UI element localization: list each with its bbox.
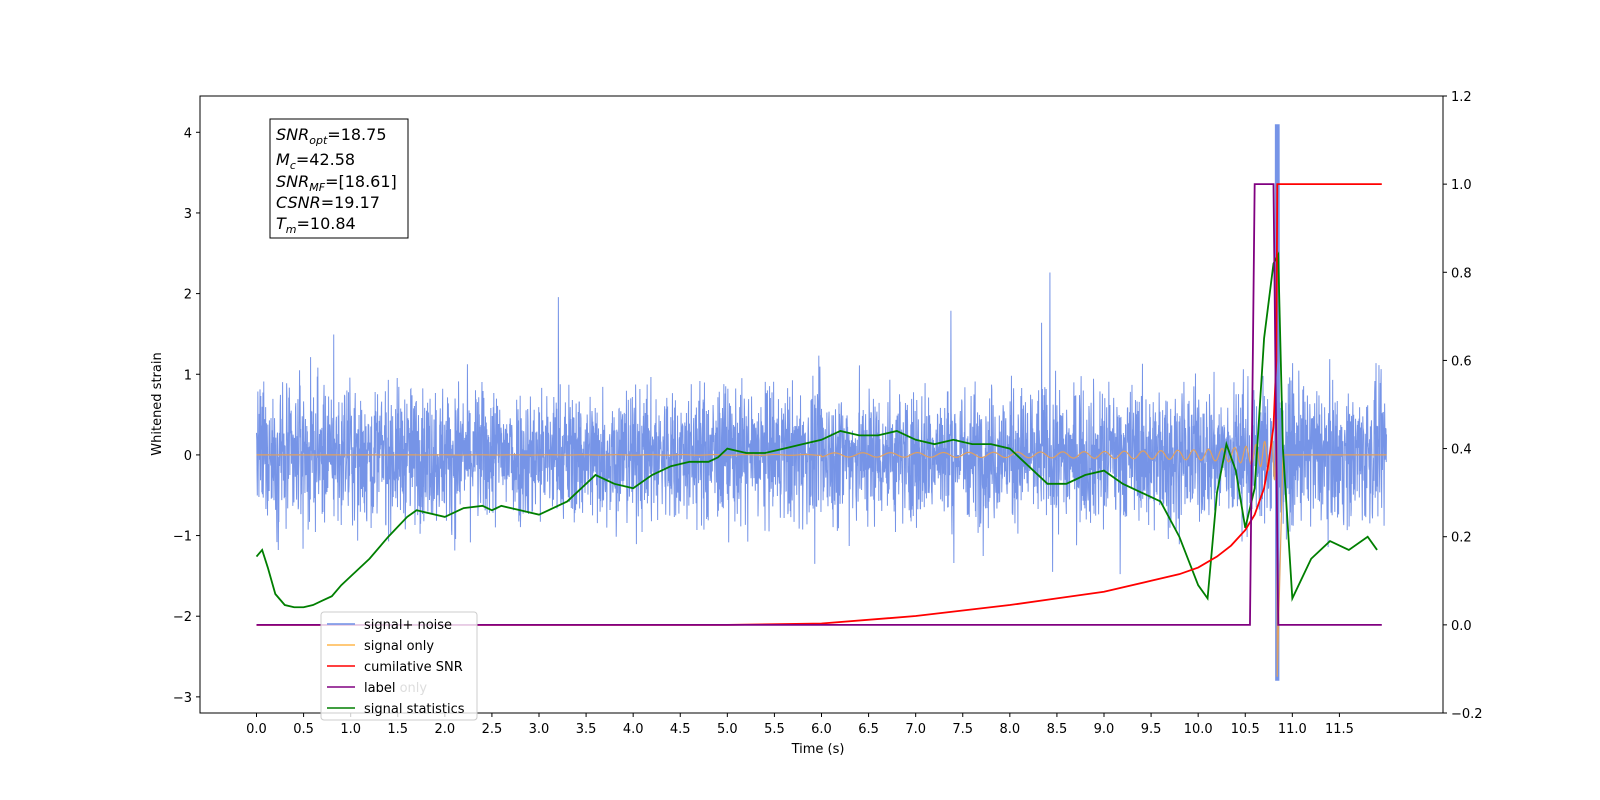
x-tick-label: 6.0 [811, 722, 832, 737]
legend-label-cumulative-snr: cumilative SNR [364, 660, 463, 675]
legend-label-signal-noise: signal+ noise [364, 618, 452, 633]
x-tick-label: 1.0 [340, 722, 361, 737]
y-tick-label: 3 [184, 207, 192, 222]
annotation-csnr: CSNR=19.17 [276, 193, 380, 212]
x-tick-label: 4.0 [623, 722, 644, 737]
y2-tick-label: 1.0 [1451, 178, 1472, 193]
y2-axis-ticks: −0.2 0.0 0.2 0.4 0.6 0.8 1.0 1.2 [1443, 90, 1483, 722]
x-tick-label: 10.5 [1231, 722, 1260, 737]
x-tick-label: 3.5 [576, 722, 597, 737]
signal-noise-line [256, 124, 1387, 681]
signal-statistics-line [255, 251, 1378, 609]
legend-label-hidden-label-only: label only [364, 681, 427, 696]
y-axis-label: Whitened strain [150, 352, 165, 455]
x-tick-label: 1.5 [387, 722, 408, 737]
x-tick-label: 8.5 [1047, 722, 1068, 737]
x-axis-label: Time (s) [791, 742, 845, 757]
y-tick-label: 2 [184, 288, 192, 303]
x-tick-label: 2.5 [482, 722, 503, 737]
y2-tick-label: 0.8 [1451, 266, 1472, 281]
cumulative-snr-line [256, 183, 1382, 626]
x-tick-label: 0.5 [293, 722, 314, 737]
legend-label-label: label [364, 681, 395, 696]
x-tick-label: 3.0 [529, 722, 550, 737]
x-axis-ticks: 0.0 0.5 1.0 1.5 2.0 2.5 3.0 3.5 4.0 4.5 5.0 5.5 6.0 6… [246, 713, 1354, 737]
x-tick-label: 8.0 [999, 722, 1020, 737]
x-tick-label: 6.5 [858, 722, 879, 737]
y2-tick-label: 0.2 [1451, 531, 1472, 546]
y-axis-ticks: −3 −2 −1 0 1 2 3 4 [173, 126, 200, 706]
annotation-snr-opt: SNRopt=18.75 [276, 125, 387, 147]
x-tick-label: 4.5 [670, 722, 691, 737]
legend-label-signal-statistics: signal statistics [364, 702, 465, 717]
legend-label-signal-only: signal only [364, 639, 434, 654]
x-tick-label: 5.5 [764, 722, 785, 737]
x-tick-label: 2.0 [434, 722, 455, 737]
y2-tick-label: 0.6 [1451, 354, 1472, 369]
signal-only-line [256, 419, 1387, 677]
right-axis-series [255, 183, 1382, 626]
y-tick-label: 4 [184, 126, 192, 141]
x-tick-label: 9.5 [1141, 722, 1162, 737]
x-tick-label: 5.0 [717, 722, 738, 737]
y2-tick-label: −0.2 [1451, 707, 1483, 722]
y2-tick-label: 1.2 [1451, 90, 1472, 105]
x-tick-label: 10.0 [1184, 722, 1213, 737]
legend: signal+ noise signal only cumilative SNR… [320, 611, 478, 721]
y-tick-label: −3 [173, 691, 192, 706]
signal-only-series [256, 419, 1387, 677]
annotation-box: SNRopt=18.75 Mc=42.58 SNRMF=[18.61] CSNR… [269, 118, 409, 239]
x-tick-label: 9.0 [1094, 722, 1115, 737]
annotation-snr-mf: SNRMF=[18.61] [276, 172, 397, 194]
x-tick-label: 7.5 [952, 722, 973, 737]
signal-noise-series [256, 124, 1387, 681]
y-tick-label: 1 [184, 368, 192, 383]
y-tick-label: 0 [184, 449, 192, 464]
x-tick-label: 11.0 [1278, 722, 1307, 737]
label-line [256, 183, 1382, 626]
x-tick-label: 7.0 [905, 722, 926, 737]
x-tick-label: 11.5 [1325, 722, 1354, 737]
y-tick-label: −1 [173, 530, 192, 545]
y-tick-label: −2 [173, 610, 192, 625]
annotation-mc: Mc=42.58 [276, 150, 355, 172]
x-tick-label: 0.0 [246, 722, 267, 737]
y2-tick-label: 0.4 [1451, 443, 1472, 458]
annotation-tm: Tm=10.84 [276, 214, 356, 236]
y2-tick-label: 0.0 [1451, 619, 1472, 634]
